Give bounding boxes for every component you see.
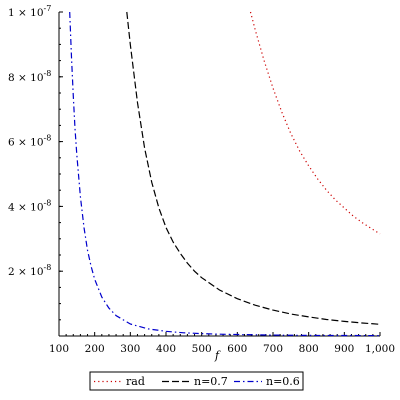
y-tick-exponent: -8 <box>44 263 52 272</box>
legend: rad n=0.7 n=0.6 <box>89 371 304 391</box>
series-line-n-0-7 <box>126 11 381 325</box>
y-tick-label: 2 × 10-8 <box>8 263 51 278</box>
y-tick-exponent: -7 <box>44 4 52 13</box>
series-layer <box>69 11 381 337</box>
x-tick-label: 1,000 <box>365 343 395 355</box>
y-tick-exponent: -8 <box>44 69 52 78</box>
x-tick-label: 500 <box>192 343 212 355</box>
x-tick-label: 400 <box>156 343 176 355</box>
x-tick-label: 900 <box>334 343 354 355</box>
x-axis-ticks: 100 200 300 400 500 600 700 800 900 1,000 <box>49 332 395 355</box>
legend-label: n=0.6 <box>266 375 300 388</box>
x-tick-label: 700 <box>263 343 283 355</box>
series-line-n-0-6 <box>69 11 381 337</box>
legend-label: rad <box>126 375 145 388</box>
y-tick-label: 1 × 10-7 <box>8 4 51 19</box>
legend-box <box>89 371 304 391</box>
x-tick-label: 800 <box>299 343 319 355</box>
y-tick-label: 6 × 10-8 <box>8 134 51 149</box>
y-tick-exponent: -8 <box>44 134 52 143</box>
axes <box>58 12 380 337</box>
y-tick-label: 8 × 10-8 <box>8 69 51 84</box>
x-axis-label: f <box>214 349 221 362</box>
x-tick-label: 100 <box>49 343 69 355</box>
y-axis-ticks: 2 × 10-8 4 × 10-8 6 × 10-8 8 × 10-8 1 × 10-7 <box>8 4 63 321</box>
series-line-rad <box>249 11 381 235</box>
legend-label: n=0.7 <box>194 375 228 388</box>
x-tick-label: 600 <box>227 343 247 355</box>
y-tick-exponent: -8 <box>44 198 52 207</box>
x-tick-label: 200 <box>85 343 105 355</box>
x-tick-label: 300 <box>120 343 140 355</box>
y-tick-label: 4 × 10-8 <box>8 198 51 213</box>
